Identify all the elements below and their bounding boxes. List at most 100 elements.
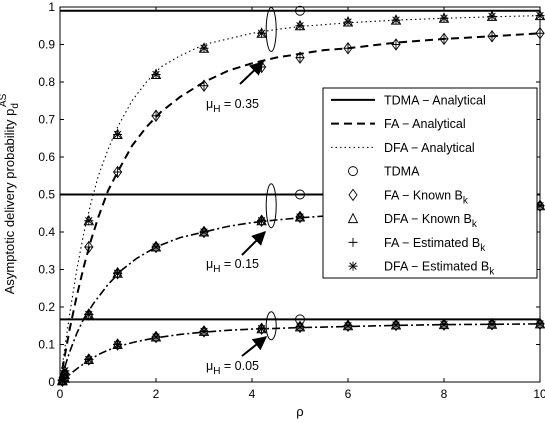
group-mu-0.35-dfa-estimated-point-3 [113, 130, 123, 139]
group-mu-0.35-fa-estimated-point-10 [439, 34, 449, 44]
group-mu-0.35-fa-known-point-3-shape [113, 165, 123, 179]
group-mu-0.35-fa-known-point-10-shape [439, 32, 449, 46]
group-mu-0.05-dfa-estimated-point-4 [151, 332, 161, 342]
group-mu-0.05-dfa-estimated-point-11 [487, 319, 497, 329]
legend-label-0: TDMA − Analytical [384, 93, 486, 107]
y-axis-label-sub: d [10, 103, 21, 109]
y-tick-label-2: 0.2 [38, 300, 55, 314]
legend-label-5: DFA − Known Bk [384, 212, 478, 230]
legend-marker-4 [348, 188, 358, 202]
group-mu-0.05-fa-known-point-10-shape [439, 318, 449, 331]
group-mu-0.05-fa-known-point-11-shape [487, 317, 497, 331]
group-mu-0.35-fa-estimated-point-2-shape [84, 242, 94, 252]
group-mu-0.05-fa-known-point-8-shape [343, 319, 353, 333]
legend-marker-6-shape [348, 237, 358, 247]
group-mu-0.35-fa-estimated-point-11-shape [487, 31, 497, 41]
group-mu-0.35-fa-estimated-point-10-shape [439, 34, 449, 44]
axis-ticks: 0 2 4 6 8 10 0 0.1 0.2 0.3 0.4 0.5 0.6 0.7 0.8 0.9 1 [38, 0, 545, 401]
annotation-arrow-2 [241, 336, 268, 357]
group-mu-0.35-fa-estimated-point-9 [391, 40, 401, 49]
group-mu-0.35-fa-estimated-point-7-shape [295, 53, 305, 63]
y-tick-label-5: 0.5 [38, 188, 55, 202]
legend-label-2: DFA − Analytical [384, 141, 475, 155]
group-mu-0.15-dfa-estimated-point-5 [199, 227, 209, 237]
group-mu-0.15-tdma-marker-shape [295, 189, 305, 200]
group-mu-0.05-dfa-estimated-point-3-shape [113, 340, 123, 349]
group-mu-0.05-dfa-estimated-point-9-shape [391, 320, 401, 330]
group-mu-0.15-dfa-estimated-point-6-shape [257, 216, 267, 226]
group-mu-0.05-fa-known-point-9-shape [391, 318, 401, 332]
group-mu-0.05-dfa-estimated-point-6 [257, 324, 267, 334]
legend-marker-6 [348, 237, 358, 247]
group-mu-0.35-dfa-estimated-point-2 [84, 216, 94, 226]
legend-label-3: TDMA [384, 165, 420, 179]
group-mu-0.35-fa-estimated-point-5 [199, 81, 209, 91]
group-mu-0.05-fa-known-point-5-shape [199, 325, 209, 338]
group-mu-0.15-fa-dfa-curve [59, 205, 541, 383]
y-tick-label-0: 0 [48, 375, 55, 389]
group-mu-0.35-fa-estimated-point-5-shape [199, 81, 209, 91]
group-mu-0.35-fa-known-point-2-shape [84, 240, 94, 254]
annotation-label-1: μH = 0.15 [206, 257, 259, 275]
y-tick-label-6: 0.6 [38, 150, 55, 164]
group-mu-0.35-fa-estimated-point-3-shape [113, 167, 123, 177]
group-mu-0.35-fa-known-point-5 [199, 79, 209, 93]
group-mu-0.35-fa-known-point-4 [151, 109, 161, 123]
group-mu-0.15-dfa-estimated-point-5-shape [199, 227, 209, 237]
group-mu-0.35-fa-estimated-point-8-shape [343, 43, 353, 53]
group-mu-0.15-dfa-estimated-point-2 [84, 310, 94, 319]
y-tick-label-7: 0.7 [38, 113, 55, 127]
annotation-label-0: μH = 0.35 [206, 97, 259, 115]
legend-marker-4-shape [348, 188, 358, 202]
group-mu-0.05-dfa-estimated-point-2 [84, 355, 94, 364]
group-mu-0.35-fa-estimated-point-8 [343, 43, 353, 53]
group-mu-0.35-fa-known-point-2 [84, 240, 94, 254]
group-mu-0.35-dfa-estimated-point-11 [487, 11, 497, 21]
group-mu-0.35-fa-known-point-10 [439, 32, 449, 46]
group-mu-0.05-fa-known-point-7-shape [295, 320, 305, 334]
group-mu-0.05-fa-known-point-3-shape [113, 338, 123, 351]
group-mu-0.05-fa-known-point-6 [257, 322, 267, 336]
legend: TDMA − Analytical FA − Analytical DFA − An… [322, 87, 538, 279]
group-mu-0.05-dfa-estimated-point-8 [343, 321, 353, 331]
group-mu-0.15-dfa-estimated-point-2-shape [84, 310, 94, 319]
group-mu-0.05-fa-known-point-10 [439, 318, 449, 331]
group-mu-0.15-dfa-estimated-point-6 [257, 216, 267, 226]
group-mu-0.35-fa-known-point-9-shape [391, 38, 401, 51]
group-mu-0.35-fa-estimated-point-9-shape [391, 40, 401, 49]
group-mu-0.05-fa-known-point-8 [343, 319, 353, 333]
group-mu-0.05-dfa-estimated-point-7 [295, 322, 305, 332]
group-mu-0.05-dfa-estimated-point-5-shape [199, 326, 209, 336]
group-mu-0.35-dfa-estimated-point-10-shape [439, 13, 449, 23]
x-tick-label-3: 6 [345, 387, 352, 401]
group-mu-0.05-dfa-estimated-point-7-shape [295, 322, 305, 332]
group-mu-0.35-dfa-estimated-point-11-shape [487, 11, 497, 21]
group-mu-0.05-dfa-estimated-point-4-shape [151, 332, 161, 342]
group-mu-0.15-fa-known-point-5-shape [199, 225, 209, 239]
legend-marker-3-shape [348, 166, 358, 177]
group-mu-0.05-dfa-estimated-point-3 [113, 340, 123, 349]
group-mu-0.35-fa-known-point-8 [343, 41, 353, 55]
group-mu-0.05-dfa-estimated-point-10-shape [439, 320, 449, 330]
legend-label-6: FA − Estimated Bk [384, 236, 486, 254]
legend-marker-7-shape [348, 261, 358, 271]
group-mu-0.15-fa-known-point-6-shape [257, 214, 267, 228]
group-mu-0.35-fa-known-point-7 [295, 51, 305, 64]
group-mu-0.05-dfa-estimated-point-10 [439, 320, 449, 330]
group-mu-0.05-dfa-estimated-point-8-shape [343, 321, 353, 331]
group-mu-0.15-fa-known-point-4-shape [151, 240, 161, 254]
group-mu-0.15-dfa-estimated-point-4-shape [151, 242, 161, 252]
x-tick-label-1: 2 [153, 387, 160, 401]
group-mu-0.35-tdma-marker-shape [295, 5, 305, 16]
group-mu-0.05-fa-known-point-3 [113, 338, 123, 351]
group-mu-0.35-fa-known-point-9 [391, 38, 401, 51]
group-mu-0.05-dfa-estimated-point-11-shape [487, 319, 497, 329]
x-tick-label-2: 4 [249, 387, 256, 401]
group-mu-0.05-fa-known-point-5 [199, 325, 209, 338]
legend-label-4: FA − Known Bk [384, 188, 469, 206]
group-mu-0.05-fa-known-point-7 [295, 320, 305, 334]
group-mu-0.05-fa-known-point-2 [84, 353, 94, 366]
group-mu-0.05-dfa-estimated-point-6-shape [257, 324, 267, 334]
group-mu-0.35-fa-estimated-point-4-shape [151, 111, 161, 121]
